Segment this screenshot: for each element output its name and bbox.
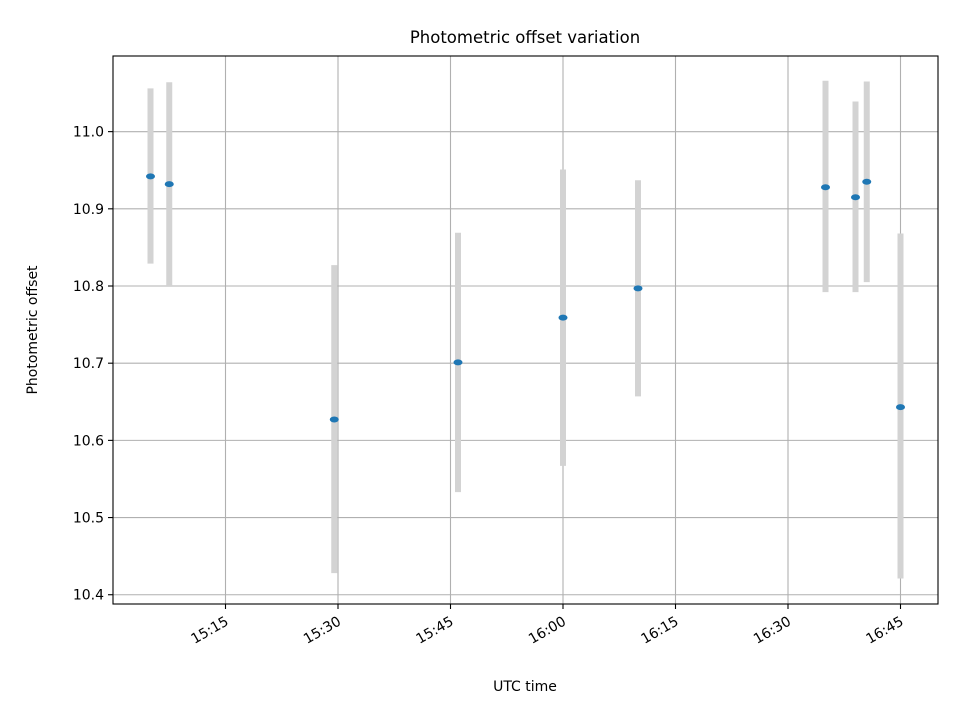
x-tick-label: 16:45 bbox=[864, 614, 907, 648]
y-tick-label: 10.5 bbox=[73, 511, 104, 527]
y-tick-label: 10.4 bbox=[73, 588, 104, 604]
x-tick-label: 15:45 bbox=[414, 614, 457, 648]
y-tick-label: 10.9 bbox=[73, 202, 104, 218]
data-point bbox=[896, 404, 905, 411]
x-tick-label: 16:30 bbox=[751, 614, 794, 648]
data-point bbox=[164, 181, 174, 188]
data-point bbox=[146, 173, 155, 180]
data-point bbox=[821, 184, 830, 191]
data-point bbox=[862, 178, 872, 185]
y-axis-label: Photometric offset bbox=[25, 265, 41, 395]
y-tick-label: 10.6 bbox=[73, 433, 104, 449]
data-point bbox=[558, 314, 568, 321]
data-point bbox=[851, 194, 860, 201]
data-point bbox=[633, 285, 643, 292]
chart-title: Photometric offset variation bbox=[410, 28, 640, 47]
x-tick-label: 16:00 bbox=[526, 614, 569, 648]
y-tick-label: 10.7 bbox=[73, 356, 104, 372]
grid bbox=[113, 56, 938, 604]
y-tick-label: 11.0 bbox=[73, 125, 104, 141]
x-tick-label: 16:15 bbox=[639, 614, 682, 648]
axis-ticks: 15:15 15:30 15:45 16:00 16:15 16:30 16:45 10.4 1… bbox=[73, 125, 907, 648]
data-point bbox=[329, 416, 339, 423]
data-point bbox=[453, 359, 463, 366]
x-axis-label: UTC time bbox=[493, 679, 557, 695]
x-tick-label: 15:15 bbox=[189, 614, 232, 648]
x-tick-label: 15:30 bbox=[301, 614, 344, 648]
plot-frame bbox=[112, 55, 939, 605]
data-points bbox=[146, 173, 905, 423]
y-tick-label: 10.8 bbox=[73, 279, 104, 295]
